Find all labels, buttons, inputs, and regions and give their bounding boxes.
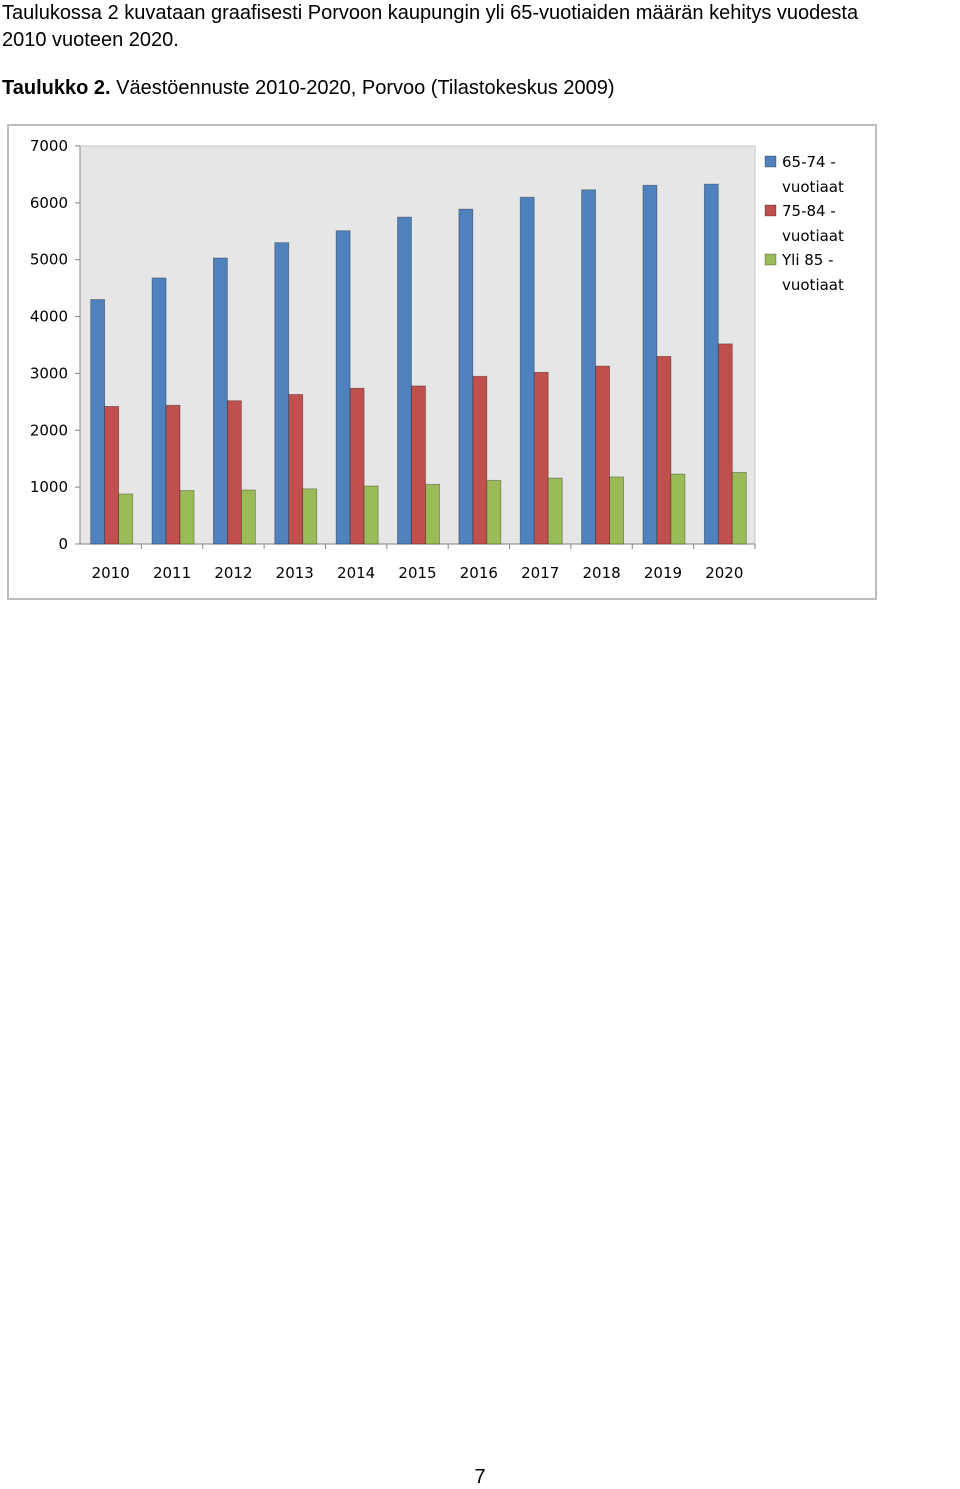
legend-swatch-series-1 — [764, 155, 777, 168]
legend-swatch-series-3 — [764, 253, 777, 266]
y-tick-label: 2000 — [30, 421, 68, 439]
bar-2010-series-1 — [90, 299, 106, 545]
y-tick-label: 5000 — [30, 251, 68, 269]
bar-2011-series-2 — [165, 404, 181, 545]
x-tick-label-2014: 2014 — [337, 564, 375, 582]
y-tick-label: 7000 — [30, 137, 68, 155]
bar-2016-series-3 — [486, 479, 502, 545]
chart-frame: 0 1000 2000 3000 4000 5000 6000 7000 2010 2011 201… — [7, 124, 877, 600]
bar-2014-series-2 — [349, 387, 365, 545]
y-tick-label: 3000 — [30, 364, 68, 382]
bar-2017-series-2 — [533, 371, 549, 545]
bar-2016-series-1 — [458, 208, 474, 545]
population-forecast-chart: 0 1000 2000 3000 4000 5000 6000 7000 2010 2011 201… — [30, 137, 844, 582]
bar-2011-series-3 — [179, 490, 195, 545]
bar-2019-series-3 — [670, 473, 686, 545]
bar-2013-series-3 — [302, 488, 318, 545]
bar-2018-series-1 — [581, 189, 596, 545]
page-number: 7 — [474, 1466, 486, 1488]
caption-label: Taulukko 2. — [2, 77, 111, 99]
bar-2017-series-3 — [547, 477, 563, 545]
x-tick-label-2013: 2013 — [276, 564, 314, 582]
legend-label-series-2-line-1: 75-84 - — [782, 202, 836, 220]
bar-2015-series-3 — [425, 483, 440, 545]
caption-text: Väestöennuste 2010-2020, Porvoo (Tilasto… — [110, 77, 615, 99]
bar-2012-series-2 — [227, 400, 242, 545]
x-tick-label-2016: 2016 — [460, 564, 498, 582]
x-tick-label-2017: 2017 — [521, 564, 559, 582]
intro-line-2: 2010 vuoteen 2020. — [2, 29, 179, 51]
y-tick-label: 1000 — [30, 478, 68, 496]
x-tick-label-2018: 2018 — [582, 564, 620, 582]
y-tick-label: 0 — [58, 535, 68, 553]
bar-2011-series-1 — [151, 277, 167, 545]
legend-label-series-1-line-1: 65-74 - — [782, 153, 836, 171]
bar-2010-series-3 — [118, 493, 134, 545]
bar-2012-series-1 — [213, 257, 228, 545]
legend-swatch-series-2 — [764, 204, 777, 217]
bar-2014-series-3 — [363, 485, 379, 545]
table-caption: Taulukko 2. Väestöennuste 2010-2020, Por… — [2, 75, 958, 101]
intro-paragraph: Taulukossa 2 kuvataan graafisesti Porvoo… — [2, 0, 958, 54]
intro-line-1: Taulukossa 2 kuvataan graafisesti Porvoo… — [2, 2, 859, 24]
x-tick-label-2010: 2010 — [92, 564, 130, 582]
legend-label-series-3-line-1: Yli 85 - — [781, 251, 834, 269]
x-tick-label-2019: 2019 — [644, 564, 682, 582]
bar-2018-series-3 — [609, 476, 624, 545]
y-tick-label: 4000 — [30, 308, 68, 326]
bar-2010-series-2 — [104, 406, 120, 545]
bar-2014-series-1 — [335, 230, 351, 545]
bar-2015-series-1 — [397, 216, 412, 545]
x-tick-label-2020: 2020 — [705, 564, 743, 582]
legend-label-series-3-line-2: vuotiaat — [782, 276, 844, 294]
bar-2016-series-2 — [472, 375, 488, 545]
legend-label-series-2-line-2: vuotiaat — [782, 227, 844, 245]
x-tick-label-2012: 2012 — [214, 564, 252, 582]
bar-2019-series-2 — [656, 355, 672, 545]
legend-label-series-1-line-2: vuotiaat — [782, 178, 844, 196]
bar-2020-series-2 — [717, 343, 733, 545]
bar-2019-series-1 — [642, 184, 658, 545]
bar-2013-series-1 — [274, 242, 290, 545]
bar-2020-series-3 — [731, 471, 747, 545]
bar-2020-series-1 — [703, 183, 719, 545]
x-tick-label-2011: 2011 — [153, 564, 191, 582]
bar-2012-series-3 — [241, 489, 256, 545]
y-tick-label: 6000 — [30, 194, 68, 212]
x-tick-label-2015: 2015 — [398, 564, 436, 582]
bar-2015-series-2 — [411, 385, 426, 545]
bar-2018-series-2 — [595, 365, 610, 545]
bar-2017-series-1 — [519, 196, 535, 545]
bar-2013-series-2 — [288, 394, 304, 545]
